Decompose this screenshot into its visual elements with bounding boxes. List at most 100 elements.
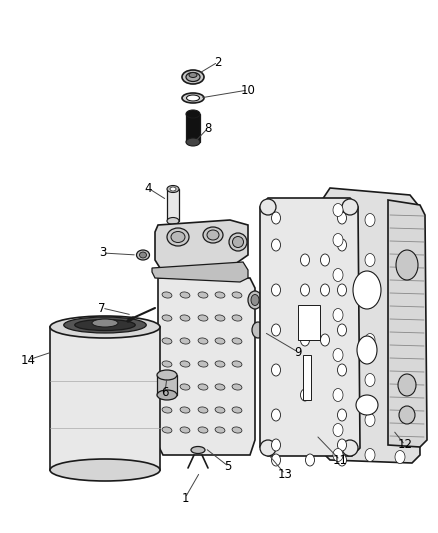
Ellipse shape	[395, 392, 405, 405]
Ellipse shape	[180, 338, 190, 344]
Ellipse shape	[333, 448, 343, 462]
Ellipse shape	[395, 351, 405, 365]
Polygon shape	[322, 188, 420, 463]
Ellipse shape	[198, 292, 208, 298]
Ellipse shape	[232, 315, 242, 321]
Ellipse shape	[215, 407, 225, 413]
Ellipse shape	[198, 407, 208, 413]
Ellipse shape	[215, 427, 225, 433]
Ellipse shape	[207, 230, 219, 240]
Ellipse shape	[232, 384, 242, 390]
Ellipse shape	[186, 72, 200, 82]
Ellipse shape	[198, 384, 208, 390]
Ellipse shape	[333, 233, 343, 246]
Ellipse shape	[186, 138, 200, 146]
Ellipse shape	[272, 324, 280, 336]
Polygon shape	[50, 327, 160, 470]
Text: 2: 2	[214, 55, 222, 69]
Ellipse shape	[75, 319, 135, 330]
Ellipse shape	[338, 284, 346, 296]
Ellipse shape	[321, 254, 329, 266]
Ellipse shape	[233, 237, 244, 247]
Ellipse shape	[162, 361, 172, 367]
Text: 5: 5	[224, 459, 232, 472]
Ellipse shape	[167, 217, 179, 224]
Ellipse shape	[365, 374, 375, 386]
Text: 7: 7	[98, 302, 106, 314]
Ellipse shape	[272, 409, 280, 421]
Ellipse shape	[180, 407, 190, 413]
Ellipse shape	[365, 214, 375, 227]
Ellipse shape	[333, 424, 343, 437]
Ellipse shape	[272, 364, 280, 376]
Ellipse shape	[180, 384, 190, 390]
Ellipse shape	[198, 361, 208, 367]
Ellipse shape	[260, 199, 276, 215]
Polygon shape	[155, 220, 248, 272]
Ellipse shape	[365, 254, 375, 266]
Polygon shape	[260, 198, 360, 456]
Text: 8: 8	[204, 122, 212, 134]
Polygon shape	[152, 262, 248, 282]
Ellipse shape	[92, 319, 118, 327]
Ellipse shape	[338, 324, 346, 336]
Ellipse shape	[395, 236, 405, 248]
Text: 12: 12	[398, 439, 413, 451]
Ellipse shape	[189, 72, 197, 77]
Ellipse shape	[260, 440, 276, 456]
Ellipse shape	[365, 414, 375, 426]
Ellipse shape	[338, 239, 346, 251]
Ellipse shape	[395, 450, 405, 464]
Ellipse shape	[137, 250, 149, 260]
Ellipse shape	[333, 389, 343, 401]
Ellipse shape	[232, 361, 242, 367]
Ellipse shape	[300, 334, 310, 346]
Ellipse shape	[232, 407, 242, 413]
Ellipse shape	[232, 427, 242, 433]
Bar	[298, 305, 320, 340]
Ellipse shape	[248, 291, 262, 309]
Ellipse shape	[338, 409, 346, 421]
Ellipse shape	[321, 334, 329, 346]
Ellipse shape	[333, 269, 343, 281]
Text: 3: 3	[99, 246, 107, 260]
Ellipse shape	[180, 292, 190, 298]
Ellipse shape	[191, 447, 205, 454]
Ellipse shape	[162, 338, 172, 344]
Ellipse shape	[171, 231, 185, 243]
Ellipse shape	[215, 315, 225, 321]
Ellipse shape	[353, 271, 381, 309]
Ellipse shape	[300, 284, 310, 296]
Ellipse shape	[157, 390, 177, 400]
Ellipse shape	[167, 228, 189, 246]
Text: 4: 4	[144, 182, 152, 195]
Ellipse shape	[333, 309, 343, 321]
Polygon shape	[158, 278, 255, 455]
Ellipse shape	[167, 185, 179, 192]
Ellipse shape	[338, 439, 346, 451]
Text: 14: 14	[21, 353, 35, 367]
Ellipse shape	[399, 406, 415, 424]
Bar	[303, 355, 311, 400]
Ellipse shape	[272, 454, 280, 466]
Ellipse shape	[180, 361, 190, 367]
Ellipse shape	[50, 459, 160, 481]
Ellipse shape	[272, 212, 280, 224]
Ellipse shape	[215, 361, 225, 367]
Ellipse shape	[252, 322, 264, 338]
Ellipse shape	[365, 294, 375, 306]
Ellipse shape	[162, 292, 172, 298]
Ellipse shape	[232, 338, 242, 344]
Ellipse shape	[333, 204, 343, 216]
Ellipse shape	[251, 295, 259, 305]
Ellipse shape	[395, 206, 405, 220]
Ellipse shape	[272, 239, 280, 251]
Ellipse shape	[170, 187, 176, 191]
Ellipse shape	[50, 316, 160, 338]
Ellipse shape	[333, 349, 343, 361]
Ellipse shape	[342, 440, 358, 456]
Ellipse shape	[215, 338, 225, 344]
Ellipse shape	[187, 95, 199, 101]
Ellipse shape	[162, 384, 172, 390]
Ellipse shape	[338, 212, 346, 224]
